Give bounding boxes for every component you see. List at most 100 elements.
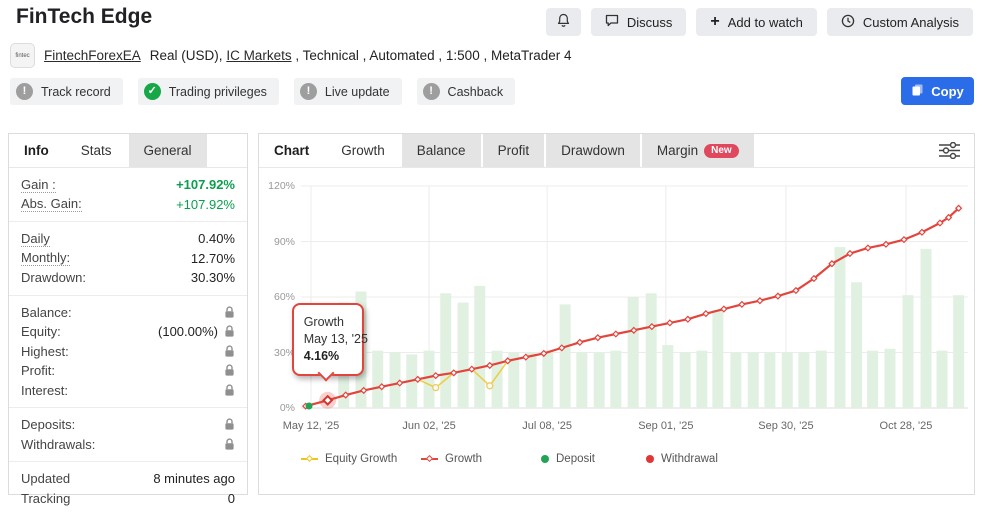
account-details: Real (USD), IC Markets , Technical , Aut… [150,48,572,63]
stat-label: Highest: [21,343,69,359]
chip-cashback[interactable]: ! Cashback [416,78,516,105]
filters-icon[interactable] [939,141,960,162]
legend-item-deposit[interactable]: Deposit [541,453,595,465]
stat-value: +107.92% [176,177,235,192]
tab-profit[interactable]: Profit [482,134,545,167]
tab-margin-label: Margin [656,143,699,158]
legend-label: Withdrawal [661,453,718,465]
plus-icon: + [710,13,720,30]
chart-plot-area[interactable]: 0% 30% 60% 90% 120% May 12, '25 Jun 02, '25 Jul… [268,180,968,432]
stat-value-text: 30.30% [190,270,235,286]
lock-icon [224,325,235,338]
discuss-button[interactable]: Discuss [590,8,687,36]
y-axis-tick: 120% [268,180,295,192]
lock-icon [224,384,235,397]
stat-label: Updated [21,471,71,487]
chip-label: Track record [41,84,111,99]
notifications-button[interactable] [545,8,581,36]
legend-item-withdrawal[interactable]: Withdrawal [646,453,718,465]
tab-drawdown[interactable]: Drawdown [546,134,640,167]
chip-track-record[interactable]: ! Track record [10,78,123,105]
legend-dot-marker [646,455,654,463]
account-name-link[interactable]: FintechForexEA [44,48,141,63]
custom-analysis-button[interactable]: Custom Analysis [826,8,973,36]
tab-stats[interactable]: Stats [65,134,127,167]
stat-value-text: 8 minutes ago [153,471,235,487]
lock-icon [224,418,235,431]
tab-margin[interactable]: Margin New [641,134,754,167]
chip-live-update[interactable]: ! Live update [293,78,402,105]
stat-value: (100.00%) [158,324,235,339]
legend-label: Deposit [556,453,595,465]
add-to-watch-label: Add to watch [727,14,803,30]
stat-row-updated: Updated 8 minutes ago [21,469,235,489]
chip-trading-privileges[interactable]: ✓ Trading privileges [137,78,279,105]
stat-row-gain: Gain : +107.92% [21,175,235,195]
stats-panel: Info Stats General Gain : +107.92% Abs. Ga… [8,133,248,506]
stats-list: Gain : +107.92% Abs. Gain: +107.92% Daily 0.4… [9,168,247,515]
y-axis-tick: 0% [279,402,295,414]
page-title: FinTech Edge [16,5,153,28]
account-details-prefix: Real (USD), [149,48,227,63]
stat-value: 8 minutes ago [153,471,235,486]
stat-label: Profit: [21,363,55,379]
stats-tabs: Info Stats General [9,134,247,168]
add-to-watch-button[interactable]: + Add to watch [696,8,817,36]
tab-general[interactable]: General [128,134,207,167]
legend-label: Growth [445,453,483,465]
y-axis-tick: 60% [273,291,295,303]
chart-tabs: Chart Growth Balance Profit Drawdown Mar… [259,134,974,168]
stat-label: Gain : [21,176,56,193]
stat-label: Daily [21,230,50,247]
tab-balance[interactable]: Balance [401,134,481,167]
lock-icon [224,345,235,358]
x-axis-tick: Oct 28, '25 [879,420,933,432]
stat-group: Deposits: Withdrawals: [9,408,247,462]
stat-row-monthly: Monthly: 12.70% [21,249,235,269]
stat-label: Tracking [21,490,71,506]
legend-line-marker [421,454,438,464]
stat-row-profit: Profit: [21,361,235,381]
stat-group: Daily 0.40% Monthly: 12.70% Drawdown: 30.30% [9,222,247,296]
x-axis-tick: Jul 08, '25 [522,420,573,432]
stat-group: Updated 8 minutes ago Tracking 0 [9,462,247,515]
speech-bubble-icon [605,14,619,30]
stat-row-balance: Balance: [21,303,235,323]
stat-row-tracking: Tracking 0 [21,489,235,509]
header-actions: Discuss + Add to watch Custom Analysis [545,8,973,36]
copy-icon [911,83,924,100]
x-axis-tick: Jun 02, '25 [402,420,456,432]
legend-item-growth[interactable]: Growth [421,453,482,465]
lock-icon [224,364,235,377]
lock-icon [224,438,235,451]
stat-label: Balance: [21,304,72,320]
broker-link[interactable]: IC Markets [226,48,292,63]
stat-label: Monthly: [21,250,71,267]
exclamation-icon: ! [422,83,440,100]
growth-chart[interactable]: 0% 30% 60% 90% 120% May 12, '25 Jun 02, '25 Jul… [259,168,974,495]
stat-value-text: +107.92% [176,196,235,212]
stat-value: 0 [228,491,235,506]
stat-value-text: +107.92% [176,177,235,193]
stat-row-interest: Interest: [21,381,235,401]
stat-label: Abs. Gain: [21,196,82,213]
tooltip-series: Growth [303,315,344,330]
stat-group: Gain : +107.92% Abs. Gain: +107.92% [9,168,247,222]
check-icon: ✓ [143,83,161,100]
tab-growth[interactable]: Growth [326,134,400,167]
x-axis-tick: May 12, '25 [282,420,340,432]
account-row: fintec FintechForexEA Real (USD), IC Mar… [10,43,572,68]
x-axis-tick: Sep 01, '25 [638,420,694,432]
stat-value: 0.40% [198,231,235,246]
tab-info[interactable]: Info [24,143,49,158]
stat-value-text: 12.70% [190,250,235,266]
tab-chart[interactable]: Chart [274,143,310,158]
stat-value [224,345,235,358]
stat-value: 12.70% [191,251,235,266]
legend-item-equity-growth[interactable]: Equity Growth [301,453,397,465]
legend-label: Equity Growth [325,453,398,465]
copy-button[interactable]: Copy [901,77,974,105]
stat-label: Drawdown: [21,270,87,286]
stat-value [224,384,235,397]
stat-value [224,438,235,451]
